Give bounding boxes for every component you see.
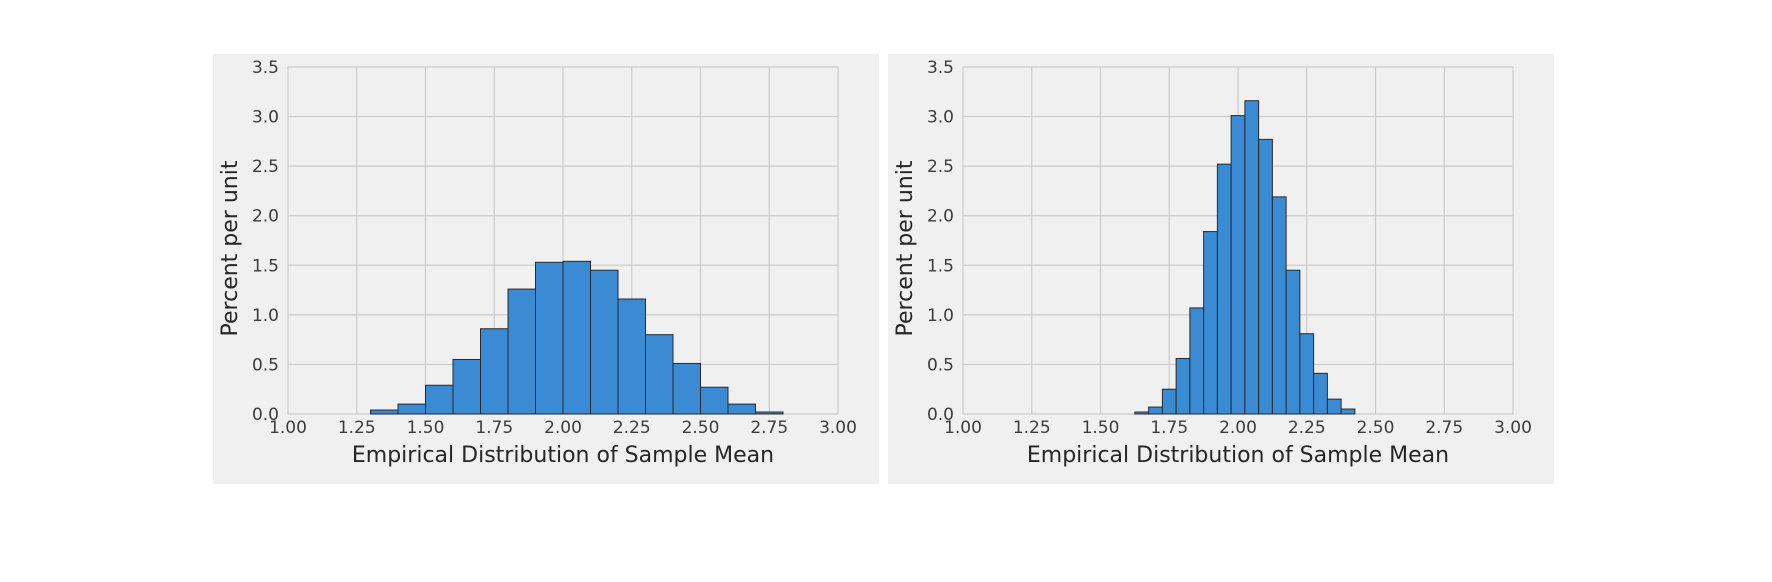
- histogram-bar: [617, 298, 646, 415]
- x-tick-label: 2.75: [1425, 418, 1463, 438]
- y-tick-label: 1.0: [252, 306, 279, 326]
- histogram-bar: [1340, 408, 1356, 415]
- histogram-bar: [425, 384, 454, 415]
- x-tick-label: 1.75: [1150, 418, 1188, 438]
- histogram-panel-right: 1.00 1.25 1.50 1.75 2.00 2.25 2.50 2.75 3.00 0.0 0…: [888, 54, 1554, 484]
- histogram-bar: [1216, 163, 1232, 415]
- y-tick-label: 2.0: [927, 207, 954, 227]
- x-tick-label: 1.50: [1082, 418, 1120, 438]
- x-tick-label: 1.75: [475, 418, 513, 438]
- histogram-bar: [672, 362, 701, 415]
- y-tick-label: 0.0: [927, 405, 954, 425]
- histogram-bar: [1244, 100, 1260, 415]
- y-tick-label: 3.0: [252, 108, 279, 128]
- y-tick-label: 2.5: [927, 157, 954, 177]
- histogram-bar: [1258, 138, 1273, 415]
- histogram-bar: [1271, 196, 1287, 415]
- histogram-chart-left: 1.00 1.25 1.50 1.75 2.00 2.25 2.50 2.75 3.00 0.0 0…: [218, 58, 857, 468]
- histogram-bar: [452, 358, 481, 415]
- histogram-bar: [727, 403, 756, 415]
- x-tick-label: 2.75: [750, 418, 788, 438]
- x-tick-label: 2.00: [1219, 418, 1257, 438]
- histogram-bar: [480, 328, 509, 415]
- histogram-bar: [1230, 115, 1246, 415]
- x-tick-label: 3.00: [1494, 418, 1532, 438]
- histogram-bar: [700, 386, 729, 415]
- x-axis-label: Empirical Distribution of Sample Mean: [1027, 443, 1449, 468]
- histogram-bar: [1148, 406, 1163, 415]
- histogram-bar: [507, 288, 536, 415]
- y-tick-label: 0.5: [927, 355, 954, 375]
- histogram-bar: [1326, 398, 1342, 415]
- x-tick-label: 1.00: [269, 418, 307, 438]
- y-tick-label: 1.5: [252, 256, 279, 276]
- y-tick-label: 0.0: [252, 405, 279, 425]
- y-tick-label: 2.0: [252, 207, 279, 227]
- y-tick-label: 2.5: [252, 157, 279, 177]
- histogram-bar: [535, 261, 564, 415]
- x-tick-label: 1.25: [1013, 418, 1051, 438]
- histogram-bar: [370, 409, 399, 415]
- x-tick-label: 1.00: [944, 418, 982, 438]
- histogram-bar: [1313, 372, 1328, 415]
- x-tick-label: 1.50: [407, 418, 445, 438]
- histogram-bar: [1299, 333, 1315, 415]
- y-axis-label: Percent per unit: [893, 160, 918, 336]
- histogram-bar: [1134, 411, 1150, 415]
- histogram-bar: [562, 260, 591, 415]
- histogram-bar: [1161, 388, 1177, 415]
- x-tick-label: 1.25: [338, 418, 376, 438]
- x-tick-label: 2.25: [613, 418, 651, 438]
- x-tick-label: 2.00: [544, 418, 582, 438]
- histogram-chart-right: 1.00 1.25 1.50 1.75 2.00 2.25 2.50 2.75 3.00 0.0 0…: [893, 58, 1532, 468]
- y-tick-label: 3.0: [927, 108, 954, 128]
- y-tick-label: 0.5: [252, 355, 279, 375]
- x-tick-label: 3.00: [819, 418, 857, 438]
- x-axis-label: Empirical Distribution of Sample Mean: [352, 443, 774, 468]
- y-axis-label: Percent per unit: [218, 160, 243, 336]
- y-tick-label: 3.5: [252, 58, 279, 78]
- histogram-panel-left: 1.00 1.25 1.50 1.75 2.00 2.25 2.50 2.75 3.00 0.0 0…: [213, 54, 879, 484]
- x-tick-label: 2.50: [682, 418, 720, 438]
- histogram-bar: [590, 269, 619, 415]
- histogram-bar: [1175, 357, 1191, 415]
- histogram-bar: [1285, 269, 1301, 415]
- histogram-bar: [755, 411, 784, 415]
- y-tick-label: 1.0: [927, 306, 954, 326]
- histogram-bar: [1203, 231, 1218, 415]
- y-tick-label: 3.5: [927, 58, 954, 78]
- y-tick-label: 1.5: [927, 256, 954, 276]
- histogram-bar: [645, 334, 674, 415]
- x-tick-label: 2.50: [1357, 418, 1395, 438]
- histogram-bar: [1189, 307, 1205, 415]
- histogram-bar: [397, 403, 426, 415]
- x-tick-label: 2.25: [1288, 418, 1326, 438]
